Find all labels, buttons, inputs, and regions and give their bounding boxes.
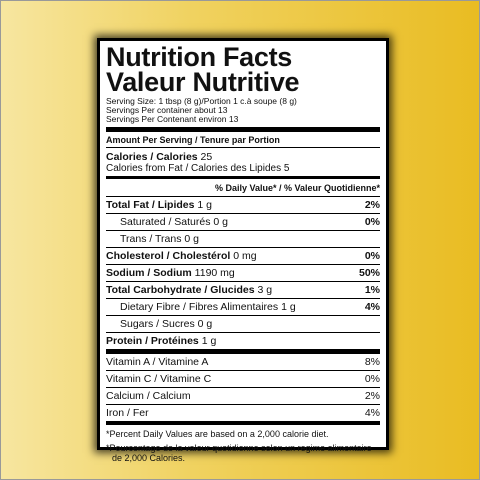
- nutrient-label: Sodium / Sodium: [106, 267, 192, 279]
- nutrient: Saturated / Saturés 0 g: [120, 216, 228, 228]
- nutrient-label: Trans / Trans: [120, 233, 182, 245]
- calories-amount: 25: [200, 151, 213, 163]
- vitamin-row: Vitamin C / Vitamine C 0%: [106, 371, 380, 388]
- nutrient-row: Sodium / Sodium 1190 mg 50%: [106, 265, 380, 282]
- calories-fat: Calories from Fat / Calories des Lipides…: [106, 163, 290, 174]
- nutrient-amount: 1 g: [201, 335, 217, 347]
- amount-header: Amount Per Serving / Tenure par Portion: [106, 132, 380, 148]
- nutrient: Trans / Trans 0 g: [120, 233, 199, 245]
- nutrient: Total Fat / Lipides 1 g: [106, 199, 212, 211]
- serving: Serving Size: 1 tbsp (8 g)/Portion 1 c.à…: [106, 96, 297, 106]
- nutrient-amount: 1 g: [197, 199, 213, 211]
- nutrient-amount: 3 g: [257, 284, 273, 296]
- vitamin-dv: 4%: [364, 407, 380, 419]
- vitamin-label: Calcium / Calcium: [106, 390, 191, 402]
- nutrient-amount: 1190 mg: [194, 267, 235, 279]
- nutrient-dv: 50%: [358, 267, 380, 279]
- nutrient-label: Total Carbohydrate / Glucides: [106, 284, 255, 296]
- nutrient: Sugars / Sucres 0 g: [120, 318, 212, 330]
- vitamin-row: Iron / Fer 4%: [106, 405, 380, 425]
- nutrient-row: Total Carbohydrate / Glucides 3 g 1%: [106, 282, 380, 299]
- nutrient-amount: 0 mg: [233, 250, 257, 262]
- nutrient-dv: 2%: [364, 199, 380, 211]
- vitamin-dv: 8%: [364, 356, 380, 368]
- nutrient-label: Cholesterol / Cholestérol: [106, 250, 231, 262]
- nutrient-amount: 1 g: [281, 301, 296, 313]
- vitamin-label: Vitamin A / Vitamine A: [106, 356, 209, 368]
- nutrient-dv: 0%: [364, 216, 380, 228]
- nutrient-row: Trans / Trans 0 g: [106, 231, 380, 248]
- nutrient-row: Cholesterol / Cholestérol 0 mg 0%: [106, 248, 380, 265]
- nutrient-label: Dietary Fibre / Fibres Alimentaires: [120, 301, 279, 313]
- nutrient: Sodium / Sodium 1190 mg: [106, 267, 235, 279]
- nutrient: Dietary Fibre / Fibres Alimentaires 1 g: [120, 301, 296, 313]
- vitamin-label: Iron / Fer: [106, 407, 149, 419]
- vitamin-row: Vitamin A / Vitamine A 8%: [106, 354, 380, 371]
- nutrient: Total Carbohydrate / Glucides 3 g: [106, 284, 272, 296]
- dv-header: % Daily Value* / % Valeur Quotidienne*: [106, 179, 380, 197]
- nutrient-label: Total Fat / Lipides: [106, 199, 195, 211]
- nutrient: Protein / Protéines 1 g: [106, 335, 216, 347]
- nutrient-row: Total Fat / Lipides 1 g 2%: [106, 197, 380, 214]
- calories-label: Calories / Calories: [106, 151, 198, 163]
- nutrient-label: Sugars / Sucres: [120, 318, 195, 330]
- nutrient-amount: 0 g: [197, 318, 213, 330]
- nutrient-dv: 1%: [364, 284, 380, 296]
- vitamin-label: Vitamin C / Vitamine C: [106, 373, 212, 385]
- vitamin-row: Calcium / Calcium 2%: [106, 388, 380, 405]
- nutrient-row: Protein / Protéines 1 g: [106, 333, 380, 349]
- nutrient-row: Dietary Fibre / Fibres Alimentaires 1 g 4…: [106, 299, 380, 316]
- footnote: *Pourcentage de la valeur quotidienne se…: [106, 443, 372, 463]
- nutrient-amount: 0 g: [184, 233, 199, 245]
- nutrient-label: Saturated / Saturés: [120, 216, 211, 228]
- vitamin-dv: 0%: [364, 373, 380, 385]
- serving: Servings Per Contenant environ 13: [106, 114, 239, 124]
- title: Nutrition Facts: [106, 42, 293, 72]
- nutrient-dv: 4%: [364, 301, 380, 313]
- nutrient-row: Saturated / Saturés 0 g 0%: [106, 214, 380, 231]
- nutrition-label: Nutrition Facts Valeur Nutritive Serving…: [97, 38, 389, 463]
- footnote: *Percent Daily Values are based on a 2,0…: [106, 429, 329, 439]
- nutrient-row: Sugars / Sucres 0 g: [106, 316, 380, 333]
- nutrient-label: Protein / Protéines: [106, 335, 199, 347]
- nutrient-dv: 0%: [364, 250, 380, 262]
- serving: Servings Per container about 13: [106, 105, 228, 115]
- vitamin-dv: 2%: [364, 390, 380, 402]
- nutrient: Cholesterol / Cholestérol 0 mg: [106, 250, 257, 262]
- nutrient-amount: 0 g: [213, 216, 229, 228]
- title-fr: Valeur Nutritive: [106, 67, 300, 97]
